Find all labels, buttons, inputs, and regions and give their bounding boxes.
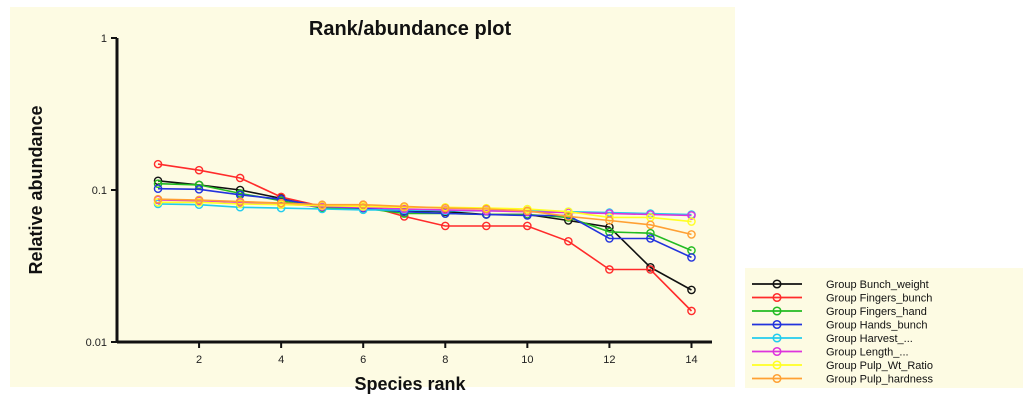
data-point: [235, 173, 245, 183]
data-point: [317, 200, 327, 210]
legend-marker: [772, 333, 782, 343]
x-tick-label: 6: [360, 354, 366, 366]
data-point: [687, 306, 696, 316]
series-line: [157, 203, 692, 216]
data-point: [646, 220, 655, 230]
legend-entry: Group Harvest_...: [826, 333, 913, 345]
x-tick-label: 4: [278, 354, 284, 366]
legend-panel: [745, 268, 1023, 388]
series-line: [157, 187, 692, 259]
data-point: [564, 212, 573, 221]
data-point: [605, 216, 614, 225]
legend-entry: Group Fingers_bunch: [826, 293, 932, 305]
y-tick-label: 0.01: [86, 337, 107, 349]
legend-marker: [772, 319, 782, 330]
data-point: [687, 253, 696, 262]
data-point: [440, 203, 450, 213]
data-point: [153, 184, 163, 193]
x-tick-label: 2: [196, 354, 202, 366]
data-point: [235, 197, 245, 206]
data-point: [153, 179, 163, 189]
legend-entry: Group Length_...: [826, 347, 909, 359]
y-tick-label: 1: [101, 33, 107, 45]
x-tick-label: 8: [442, 354, 448, 366]
chart-title: Rank/abundance plot: [309, 18, 512, 40]
series-line: [157, 182, 692, 252]
x-tick-label: 14: [685, 354, 697, 366]
data-point: [646, 228, 655, 238]
series-line: [157, 180, 692, 291]
plot-panel: [10, 7, 735, 387]
data-point: [646, 265, 655, 274]
legend-entry: Group Hands_bunch: [826, 320, 928, 332]
data-point: [194, 195, 204, 205]
series-line: [157, 163, 693, 312]
data-point: [605, 265, 614, 274]
legend-marker: [772, 360, 782, 370]
data-point: [358, 200, 368, 210]
data-point: [194, 185, 204, 194]
data-point: [523, 206, 532, 216]
data-point: [564, 236, 573, 246]
y-tick-label: 0.1: [92, 185, 107, 197]
data-point: [482, 221, 491, 231]
x-tick-label: 10: [521, 354, 533, 366]
legend-entry: Group Fingers_hand: [826, 306, 927, 318]
legend-entry: Group Pulp_Wt_Ratio: [826, 360, 933, 372]
series-line: [157, 198, 692, 236]
data-point: [605, 234, 614, 243]
y-axis-label: Relative abundance: [26, 105, 46, 274]
data-point: [235, 199, 245, 209]
data-point: [523, 221, 532, 231]
data-point: [399, 202, 409, 211]
data-point: [194, 165, 204, 175]
legend-marker: [772, 373, 782, 384]
data-point: [153, 194, 163, 204]
data-point: [687, 285, 696, 295]
data-point: [482, 204, 491, 214]
plot-area: 0.010.112 4 6 8 10 12 14: [86, 33, 712, 366]
data-point: [440, 221, 450, 231]
data-point: [276, 198, 286, 208]
legend-marker: [772, 279, 782, 289]
data-point: [687, 230, 696, 239]
data-point: [153, 159, 163, 169]
legend-marker: [772, 306, 782, 316]
data-point: [687, 217, 696, 226]
x-tick-label: 12: [603, 354, 615, 366]
data-point: [687, 211, 696, 220]
legend-entry: Group Pulp_hardness: [826, 374, 934, 386]
data-point: [564, 207, 573, 216]
legend-marker: [772, 346, 782, 357]
legend-entry: Group Bunch_weight: [826, 279, 929, 291]
data-point: [646, 234, 655, 243]
x-axis-label: Species rank: [354, 374, 466, 394]
legend-marker: [772, 292, 782, 303]
